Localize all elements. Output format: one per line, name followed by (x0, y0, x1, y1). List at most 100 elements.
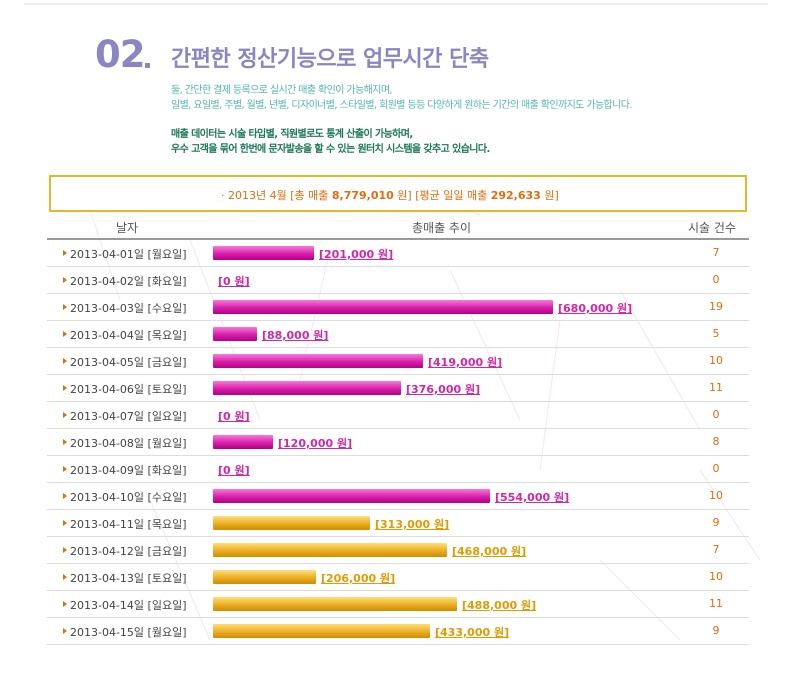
treatment-count: 5 (712, 327, 720, 340)
table-row: 2013-04-03일 [수요일] [680,000 원] 19 (47, 294, 749, 321)
sales-amount-link[interactable]: [0 원] (218, 410, 250, 423)
sales-bar (213, 624, 430, 638)
bullet-arrow-icon (63, 331, 67, 337)
sales-bar (213, 246, 314, 260)
top-divider (24, 3, 768, 5)
row-date: 2013-04-11일 [목요일] (70, 518, 187, 531)
sales-bar (213, 543, 447, 557)
row-date: 2013-04-12일 [금요일] (70, 545, 187, 558)
sales-bar (213, 381, 401, 395)
treatment-count: 11 (709, 381, 723, 394)
table-row: 2013-04-11일 [목요일] [313,000 원] 9 (47, 510, 749, 537)
table-row: 2013-04-02일 [화요일] [0 원] 0 (47, 267, 749, 294)
row-date: 2013-04-06일 [토요일] (70, 383, 187, 396)
header-date: 날자 (116, 221, 139, 235)
table-row: 2013-04-14일 [일요일] [488,000 원] 11 (47, 591, 749, 618)
treatment-count: 8 (712, 435, 720, 448)
table-row: 2013-04-10일 [수요일] [554,000 원] 10 (47, 483, 749, 510)
sales-amount-link[interactable]: [680,000 원] (558, 302, 633, 315)
row-date: 2013-04-01일 [월요일] (70, 248, 187, 261)
sales-amount-link[interactable]: [554,000 원] (495, 491, 570, 504)
treatment-count: 19 (709, 300, 723, 313)
bullet-arrow-icon (63, 439, 67, 445)
sales-amount-link[interactable]: [419,000 원] (428, 356, 503, 369)
table-row: 2013-04-12일 [금요일] [468,000 원] 7 (47, 537, 749, 564)
treatment-count: 9 (712, 624, 720, 637)
table-row: 2013-04-09일 [화요일] [0 원] 0 (47, 456, 749, 483)
bullet-arrow-icon (63, 520, 67, 526)
section-number-dot (145, 63, 150, 68)
bullet-arrow-icon (63, 304, 67, 310)
treatment-count: 7 (712, 543, 720, 556)
section-number: 02 (95, 33, 145, 76)
summary-average: 292,633 (490, 189, 541, 202)
table-row: 2013-04-06일 [토요일] [376,000 원] 11 (47, 375, 749, 402)
bullet-arrow-icon (63, 466, 67, 472)
bullet-arrow-icon (63, 493, 67, 499)
sales-bar (213, 354, 423, 368)
sales-bar (213, 300, 553, 314)
row-date: 2013-04-05일 [금요일] (70, 356, 187, 369)
bullet-arrow-icon (63, 547, 67, 553)
summary-mid: 원] [평균 일일 매출 (393, 189, 491, 202)
treatment-count: 0 (712, 273, 720, 286)
sales-amount-link[interactable]: [468,000 원] (452, 545, 527, 558)
sales-amount-link[interactable]: [88,000 원] (262, 329, 329, 342)
monthly-summary-box: · 2013년 4월 [총 매출 8,779,010 원] [평균 일일 매출 … (49, 175, 747, 212)
sales-amount-link[interactable]: [376,000 원] (406, 383, 481, 396)
table-row: 2013-04-15일 [월요일] [433,000 원] 9 (47, 618, 749, 645)
header-sales-trend: 총매출 추이 (412, 221, 472, 235)
treatment-count: 0 (712, 408, 720, 421)
bullet-arrow-icon (63, 412, 67, 418)
sales-amount-link[interactable]: [0 원] (218, 275, 250, 288)
bullet-arrow-icon (63, 574, 67, 580)
table-row: 2013-04-07일 [일요일] [0 원] 0 (47, 402, 749, 429)
table-row: 2013-04-01일 [월요일] [201,000 원] 7 (47, 240, 749, 267)
bullet-arrow-icon (63, 358, 67, 364)
table-row: 2013-04-05일 [금요일] [419,000 원] 10 (47, 348, 749, 375)
table-row: 2013-04-13일 [토요일] [206,000 원] 10 (47, 564, 749, 591)
monthly-summary-text: · 2013년 4월 [총 매출 8,779,010 원] [평균 일일 매출 … (221, 187, 559, 203)
treatment-count: 9 (712, 516, 720, 529)
bullet-arrow-icon (63, 385, 67, 391)
sales-amount-link[interactable]: [201,000 원] (319, 248, 394, 261)
sales-bar (213, 327, 257, 341)
sales-bar (213, 570, 316, 584)
row-date: 2013-04-10일 [수요일] (70, 491, 187, 504)
bullet-arrow-icon (63, 277, 67, 283)
sales-amount-link[interactable]: [313,000 원] (375, 518, 450, 531)
row-date: 2013-04-13일 [토요일] (70, 572, 187, 585)
description-line-1: 둘, 간단한 결제 등록으로 실시간 매출 확인이 가능해지며, (171, 85, 393, 96)
description-line-4: 우수 고객을 묶어 한번에 문자발송을 할 수 있는 원터치 시스템을 갖추고 … (171, 144, 490, 155)
description-line-3: 매출 데이터는 시술 타입별, 직원별로도 통계 산출이 가능하며, (171, 129, 413, 140)
sales-amount-link[interactable]: [206,000 원] (321, 572, 396, 585)
bullet-arrow-icon (63, 250, 67, 256)
bullet-arrow-icon (63, 628, 67, 634)
header-treatment-count: 시술 건수 (688, 221, 736, 235)
sales-amount-link[interactable]: [433,000 원] (435, 626, 510, 639)
summary-suffix: 원] (540, 189, 559, 202)
table-top-border (47, 238, 749, 240)
treatment-count: 7 (712, 246, 720, 259)
summary-total: 8,779,010 (331, 189, 394, 202)
treatment-count: 11 (709, 597, 723, 610)
sales-bar (213, 489, 490, 503)
bullet-arrow-icon (63, 601, 67, 607)
section-title: 간편한 정산기능으로 업무시간 단축 (171, 47, 489, 72)
table-row: 2013-04-08일 [월요일] [120,000 원] 8 (47, 429, 749, 456)
row-date: 2013-04-07일 [일요일] (70, 410, 187, 423)
sales-amount-link[interactable]: [120,000 원] (278, 437, 353, 450)
summary-prefix: · 2013년 4월 [총 매출 (221, 189, 332, 202)
sales-amount-link[interactable]: [488,000 원] (462, 599, 537, 612)
treatment-count: 0 (712, 462, 720, 475)
sales-amount-link[interactable]: [0 원] (218, 464, 250, 477)
row-date: 2013-04-14일 [일요일] (70, 599, 187, 612)
row-date: 2013-04-15일 [월요일] (70, 626, 187, 639)
description-line-2: 일별, 요일별, 주별, 월별, 년별, 디자이너별, 스타일별, 회원별 등등… (171, 100, 633, 111)
sales-bar (213, 516, 370, 530)
sales-bar (213, 435, 273, 449)
treatment-count: 10 (709, 570, 723, 583)
row-date: 2013-04-09일 [화요일] (70, 464, 187, 477)
row-date: 2013-04-08일 [월요일] (70, 437, 187, 450)
sales-bar (213, 597, 457, 611)
